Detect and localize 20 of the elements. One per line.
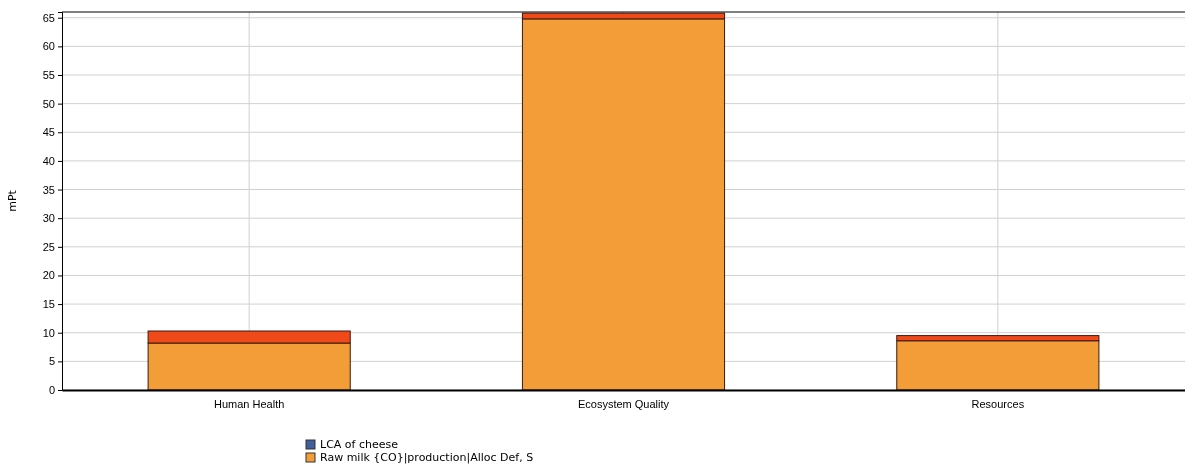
y-tick-label: 30 bbox=[42, 212, 55, 225]
x-tick-label: Human Health bbox=[214, 397, 285, 410]
x-tick-label: Ecosystem Quality bbox=[577, 397, 670, 410]
y-tick-label: 65 bbox=[42, 11, 55, 24]
y-axis-title: mPt bbox=[6, 189, 19, 212]
y-tick-label: 20 bbox=[42, 269, 55, 282]
y-tick-label: 50 bbox=[42, 97, 55, 110]
y-tick-label: 15 bbox=[42, 298, 55, 311]
y-tick-label: 0 bbox=[48, 384, 55, 397]
y-tick-label: 10 bbox=[42, 326, 55, 339]
legend-label: LCA of cheese bbox=[320, 438, 399, 451]
x-tick-label: Resources bbox=[971, 397, 1025, 410]
y-tick-label: 60 bbox=[42, 40, 55, 53]
y-tick-label: 25 bbox=[42, 240, 55, 253]
y-tick-label: 45 bbox=[42, 126, 55, 139]
legend-label: Raw milk {CO}|production|Alloc Def, S bbox=[320, 451, 534, 464]
y-tick-label: 35 bbox=[42, 183, 55, 196]
y-tick-label: 55 bbox=[42, 69, 55, 82]
y-tick-label: 5 bbox=[48, 355, 55, 368]
y-tick-label: 40 bbox=[42, 154, 55, 167]
